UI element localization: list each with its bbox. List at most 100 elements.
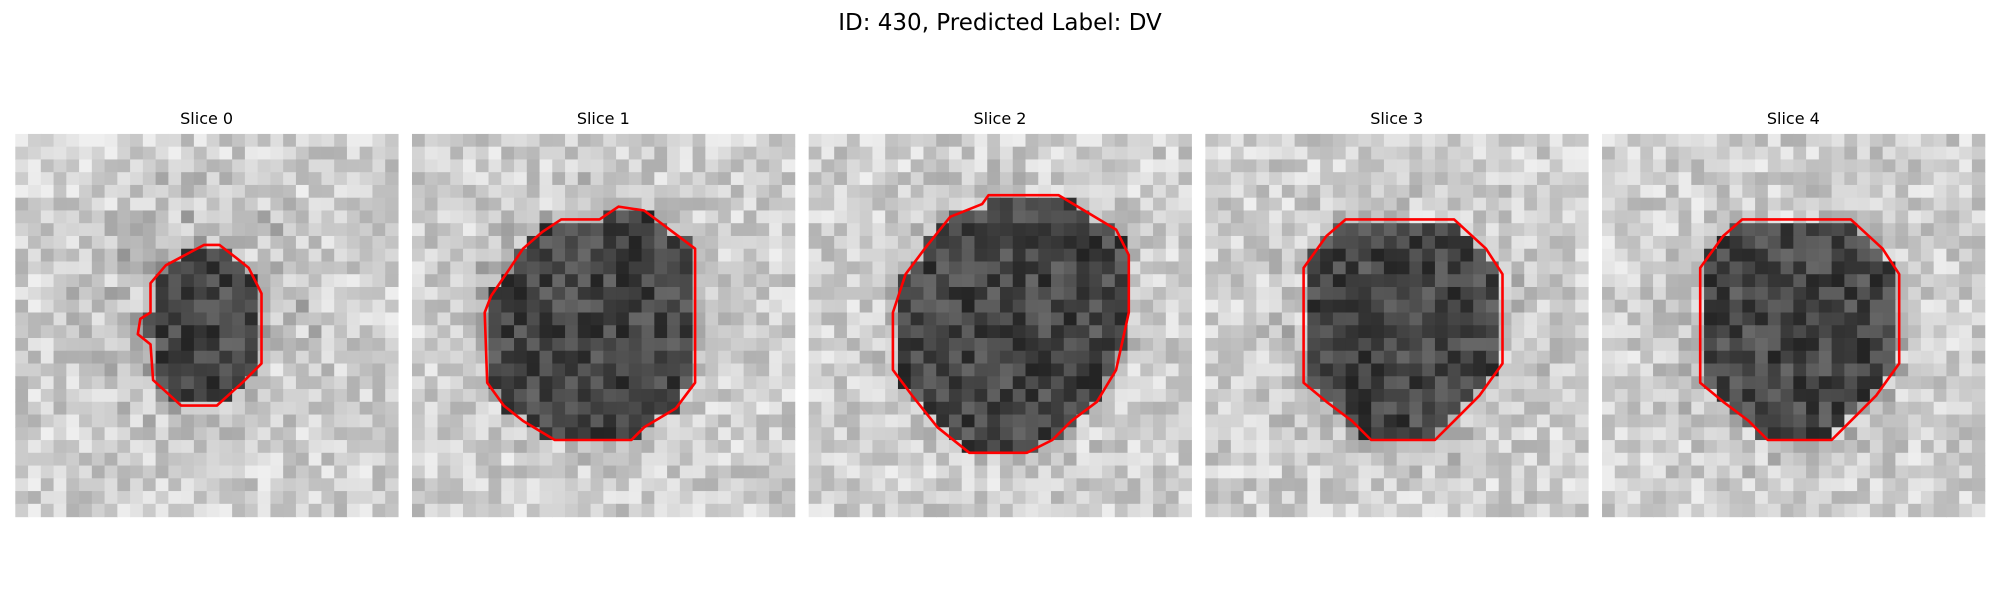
- pixel: [1434, 414, 1449, 428]
- pixel: [692, 146, 706, 161]
- pixel: [1358, 235, 1372, 250]
- pixel: [1051, 261, 1065, 275]
- pixel: [1205, 376, 1219, 390]
- pixel: [821, 286, 835, 301]
- pixel: [1742, 133, 1756, 148]
- pixel: [1165, 299, 1180, 314]
- pixel: [1869, 350, 1884, 365]
- pixel: [475, 133, 490, 148]
- pixel: [1627, 261, 1641, 275]
- pixel: [283, 338, 297, 352]
- pixel: [1908, 274, 1922, 288]
- pixel: [1205, 389, 1219, 403]
- pixel: [1063, 261, 1078, 275]
- pixel: [1281, 146, 1296, 161]
- pixel: [359, 133, 374, 148]
- pixel: [1485, 491, 1500, 505]
- pixel: [961, 414, 976, 428]
- pixel: [577, 338, 592, 352]
- pixel: [130, 172, 144, 186]
- pixel: [1256, 401, 1270, 416]
- pixel: [1933, 184, 1948, 199]
- pixel: [743, 452, 757, 467]
- pixel: [577, 159, 592, 173]
- pixel: [834, 427, 848, 441]
- pixel: [1665, 274, 1680, 288]
- pixel: [1178, 299, 1192, 314]
- pixel: [603, 491, 617, 505]
- pixel: [654, 197, 668, 212]
- pixel: [872, 274, 886, 288]
- pixel: [488, 235, 502, 250]
- pixel: [104, 350, 118, 365]
- pixel: [1320, 210, 1334, 224]
- pixel: [372, 427, 386, 441]
- pixel: [1946, 223, 1960, 237]
- pixel: [1704, 414, 1718, 428]
- pixel: [1971, 133, 1986, 148]
- pixel: [1653, 427, 1667, 441]
- pixel: [40, 427, 55, 441]
- pixel: [1575, 427, 1589, 441]
- pixel: [1434, 286, 1449, 301]
- pixel: [1959, 465, 1973, 479]
- pixel: [1102, 312, 1116, 326]
- pixel: [923, 478, 937, 492]
- pixel: [897, 159, 912, 173]
- pixel: [1307, 338, 1321, 352]
- pixel: [295, 363, 310, 377]
- pixel: [987, 491, 1001, 505]
- pixel: [1857, 325, 1871, 339]
- pixel: [1256, 325, 1270, 339]
- pixel: [821, 172, 835, 186]
- pixel: [552, 363, 566, 377]
- pixel: [1627, 299, 1641, 314]
- pixel: [219, 338, 233, 352]
- pixel: [1447, 452, 1462, 467]
- pixel: [359, 184, 374, 199]
- pixel: [1818, 172, 1833, 186]
- pixel: [679, 465, 694, 479]
- pixel: [1640, 159, 1654, 173]
- pixel: [718, 389, 732, 403]
- pixel: [1178, 478, 1192, 492]
- pixel: [1857, 363, 1871, 377]
- pixel: [1371, 184, 1385, 199]
- pixel: [743, 325, 757, 339]
- pixel: [1946, 299, 1960, 314]
- pixel: [743, 491, 757, 505]
- pixel: [1294, 223, 1308, 237]
- pixel: [1627, 338, 1641, 352]
- pixel: [1716, 172, 1731, 186]
- pixel: [1653, 478, 1667, 492]
- pixel: [1806, 235, 1820, 250]
- pixel: [1793, 389, 1807, 403]
- pixel: [1691, 146, 1705, 161]
- pixel: [1460, 376, 1474, 390]
- pixel: [1076, 478, 1090, 492]
- pixel: [641, 338, 655, 352]
- pixel: [730, 440, 745, 454]
- pixel: [1882, 159, 1896, 173]
- pixel: [79, 465, 93, 479]
- pixel: [232, 401, 246, 416]
- pixel: [488, 478, 502, 492]
- pixel: [411, 338, 426, 352]
- pixel: [79, 184, 93, 199]
- pixel: [1076, 159, 1090, 173]
- pixel: [781, 133, 796, 148]
- pixel: [1140, 452, 1154, 467]
- pixel: [577, 197, 592, 212]
- pixel: [1857, 478, 1871, 492]
- pixel: [1869, 274, 1884, 288]
- pixel: [437, 503, 451, 518]
- pixel: [987, 363, 1001, 377]
- pixel: [808, 159, 823, 173]
- pixel: [730, 223, 745, 237]
- pixel: [28, 172, 42, 186]
- pixel: [603, 299, 617, 314]
- pixel: [730, 401, 745, 416]
- pixel: [501, 235, 515, 250]
- pixel: [1243, 261, 1257, 275]
- pixel: [1089, 286, 1103, 301]
